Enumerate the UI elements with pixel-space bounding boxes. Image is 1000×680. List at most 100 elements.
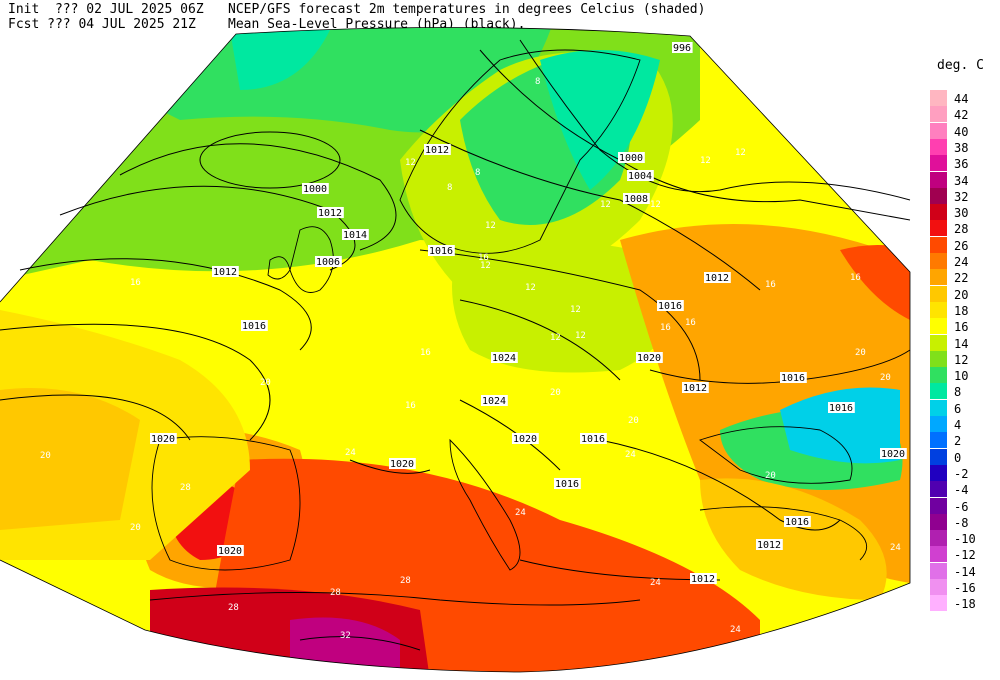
legend-label: 26 — [954, 238, 969, 253]
legend-entry: 22 — [930, 269, 988, 286]
legend-entry: 44 — [930, 90, 988, 106]
temperature-label: 16 — [478, 253, 489, 263]
temperature-label: 20 — [550, 388, 561, 398]
legend-label: 36 — [954, 157, 969, 172]
temperature-label: 16 — [765, 280, 776, 290]
legend-swatch — [930, 497, 947, 514]
isobar-label: 1016 — [780, 372, 807, 384]
svg-text:1020: 1020 — [218, 546, 242, 557]
svg-text:1016: 1016 — [658, 301, 682, 312]
legend-swatch — [930, 269, 947, 286]
legend-label: 0 — [954, 450, 962, 465]
temperature-label: 20 — [130, 523, 141, 533]
legend-swatch — [930, 138, 947, 155]
isobar-label: 1016 — [657, 300, 684, 312]
temperature-label: 24 — [730, 625, 741, 635]
svg-text:1016: 1016 — [785, 517, 809, 528]
svg-text:1016: 1016 — [581, 434, 605, 445]
legend-label: 24 — [954, 255, 969, 269]
legend-swatch — [930, 318, 947, 335]
legend-swatch — [930, 464, 947, 481]
legend-swatch — [930, 285, 947, 302]
legend-entry: 8 — [930, 383, 988, 400]
legend-entry: 18 — [930, 301, 988, 318]
isobar-label: 1020 — [636, 352, 663, 364]
temperature-label: 24 — [345, 448, 356, 458]
legend-swatch — [930, 236, 947, 253]
isobar-line — [59, 185, 356, 271]
temperature-label: 12 — [550, 333, 561, 343]
coastline-black-sea — [699, 426, 853, 484]
svg-text:1020: 1020 — [151, 434, 175, 445]
legend-swatch — [930, 122, 947, 139]
temperature-label: 16 — [420, 348, 431, 358]
legend-swatch — [930, 416, 947, 432]
fcst-line: Fcst ??? 04 JUL 2025 21Z — [8, 17, 196, 32]
legend-entry: 16 — [930, 318, 988, 335]
legend-entry: -18 — [930, 595, 988, 612]
temperature-label: 28 — [228, 603, 239, 613]
legend-label: 28 — [954, 222, 969, 237]
legend-entry: 36 — [930, 155, 988, 172]
isobar-line — [419, 249, 701, 381]
temperature-label: 16 — [850, 273, 861, 283]
legend-entry: 28 — [930, 220, 988, 237]
coastline-scandinavia — [399, 49, 641, 254]
temperature-label: 24 — [515, 508, 526, 518]
temperature-field — [0, 27, 910, 672]
legend-swatch — [930, 399, 947, 416]
legend-label: -6 — [954, 499, 969, 514]
isobar-line — [459, 399, 561, 471]
isobar-label: 1014 — [342, 229, 369, 241]
legend-entry: 20 — [930, 285, 988, 302]
isobar-label: 1012 — [212, 266, 239, 278]
legend-entry: 6 — [930, 399, 988, 416]
isobar-label: 1012 — [424, 144, 451, 156]
temperature-label: 12 — [700, 156, 711, 166]
svg-text:1016: 1016 — [829, 403, 853, 414]
coastline-italy — [449, 438, 521, 571]
svg-text:1012: 1012 — [213, 267, 237, 278]
temperature-label: 24 — [650, 578, 661, 588]
legend-swatch — [930, 187, 947, 204]
legend-label: -18 — [954, 597, 976, 612]
svg-text:1016: 1016 — [555, 479, 579, 490]
legend-label: 38 — [954, 140, 969, 155]
legend-swatch — [930, 579, 947, 595]
legend-swatch — [930, 90, 947, 106]
isobar-label: 996 — [672, 42, 693, 54]
temperature-label: 12 — [570, 305, 581, 315]
temperature-label: 12 — [735, 148, 746, 158]
temperature-label: 28 — [330, 588, 341, 598]
legend-label: 16 — [954, 320, 969, 335]
temperature-label: 12 — [480, 261, 491, 271]
legend-label: 40 — [954, 124, 969, 139]
legend-entry: 10 — [930, 367, 988, 384]
legend-swatch — [930, 334, 947, 351]
isobar-label: 1012 — [756, 539, 783, 551]
temperature-label: 20 — [765, 471, 776, 481]
temperature-label: 12 — [525, 283, 536, 293]
isobar-label: 1012 — [704, 272, 731, 284]
temperature-label: 20 — [855, 348, 866, 358]
svg-text:1012: 1012 — [318, 208, 342, 219]
svg-text:1024: 1024 — [492, 353, 516, 364]
coastline-ireland — [267, 256, 291, 280]
isobar-label: 1020 — [512, 433, 539, 445]
isobar-line — [599, 439, 841, 531]
legend-swatch — [930, 383, 947, 400]
temperature-label: 16 — [405, 401, 416, 411]
legend-entry: 14 — [930, 334, 988, 351]
legend-label: 42 — [954, 108, 969, 123]
temperature-label: 28 — [180, 483, 191, 493]
legend-label: 18 — [954, 303, 969, 318]
legend-label: -2 — [954, 466, 969, 481]
svg-text:1012: 1012 — [705, 273, 729, 284]
isobar-label: 1016 — [554, 478, 581, 490]
temperature-label: 12 — [575, 331, 586, 341]
isobar-label: 1020 — [389, 458, 416, 470]
svg-text:996: 996 — [673, 43, 691, 54]
legend-swatch — [930, 367, 947, 384]
svg-text:1016: 1016 — [429, 246, 453, 257]
temperature-label: 12 — [405, 158, 416, 168]
